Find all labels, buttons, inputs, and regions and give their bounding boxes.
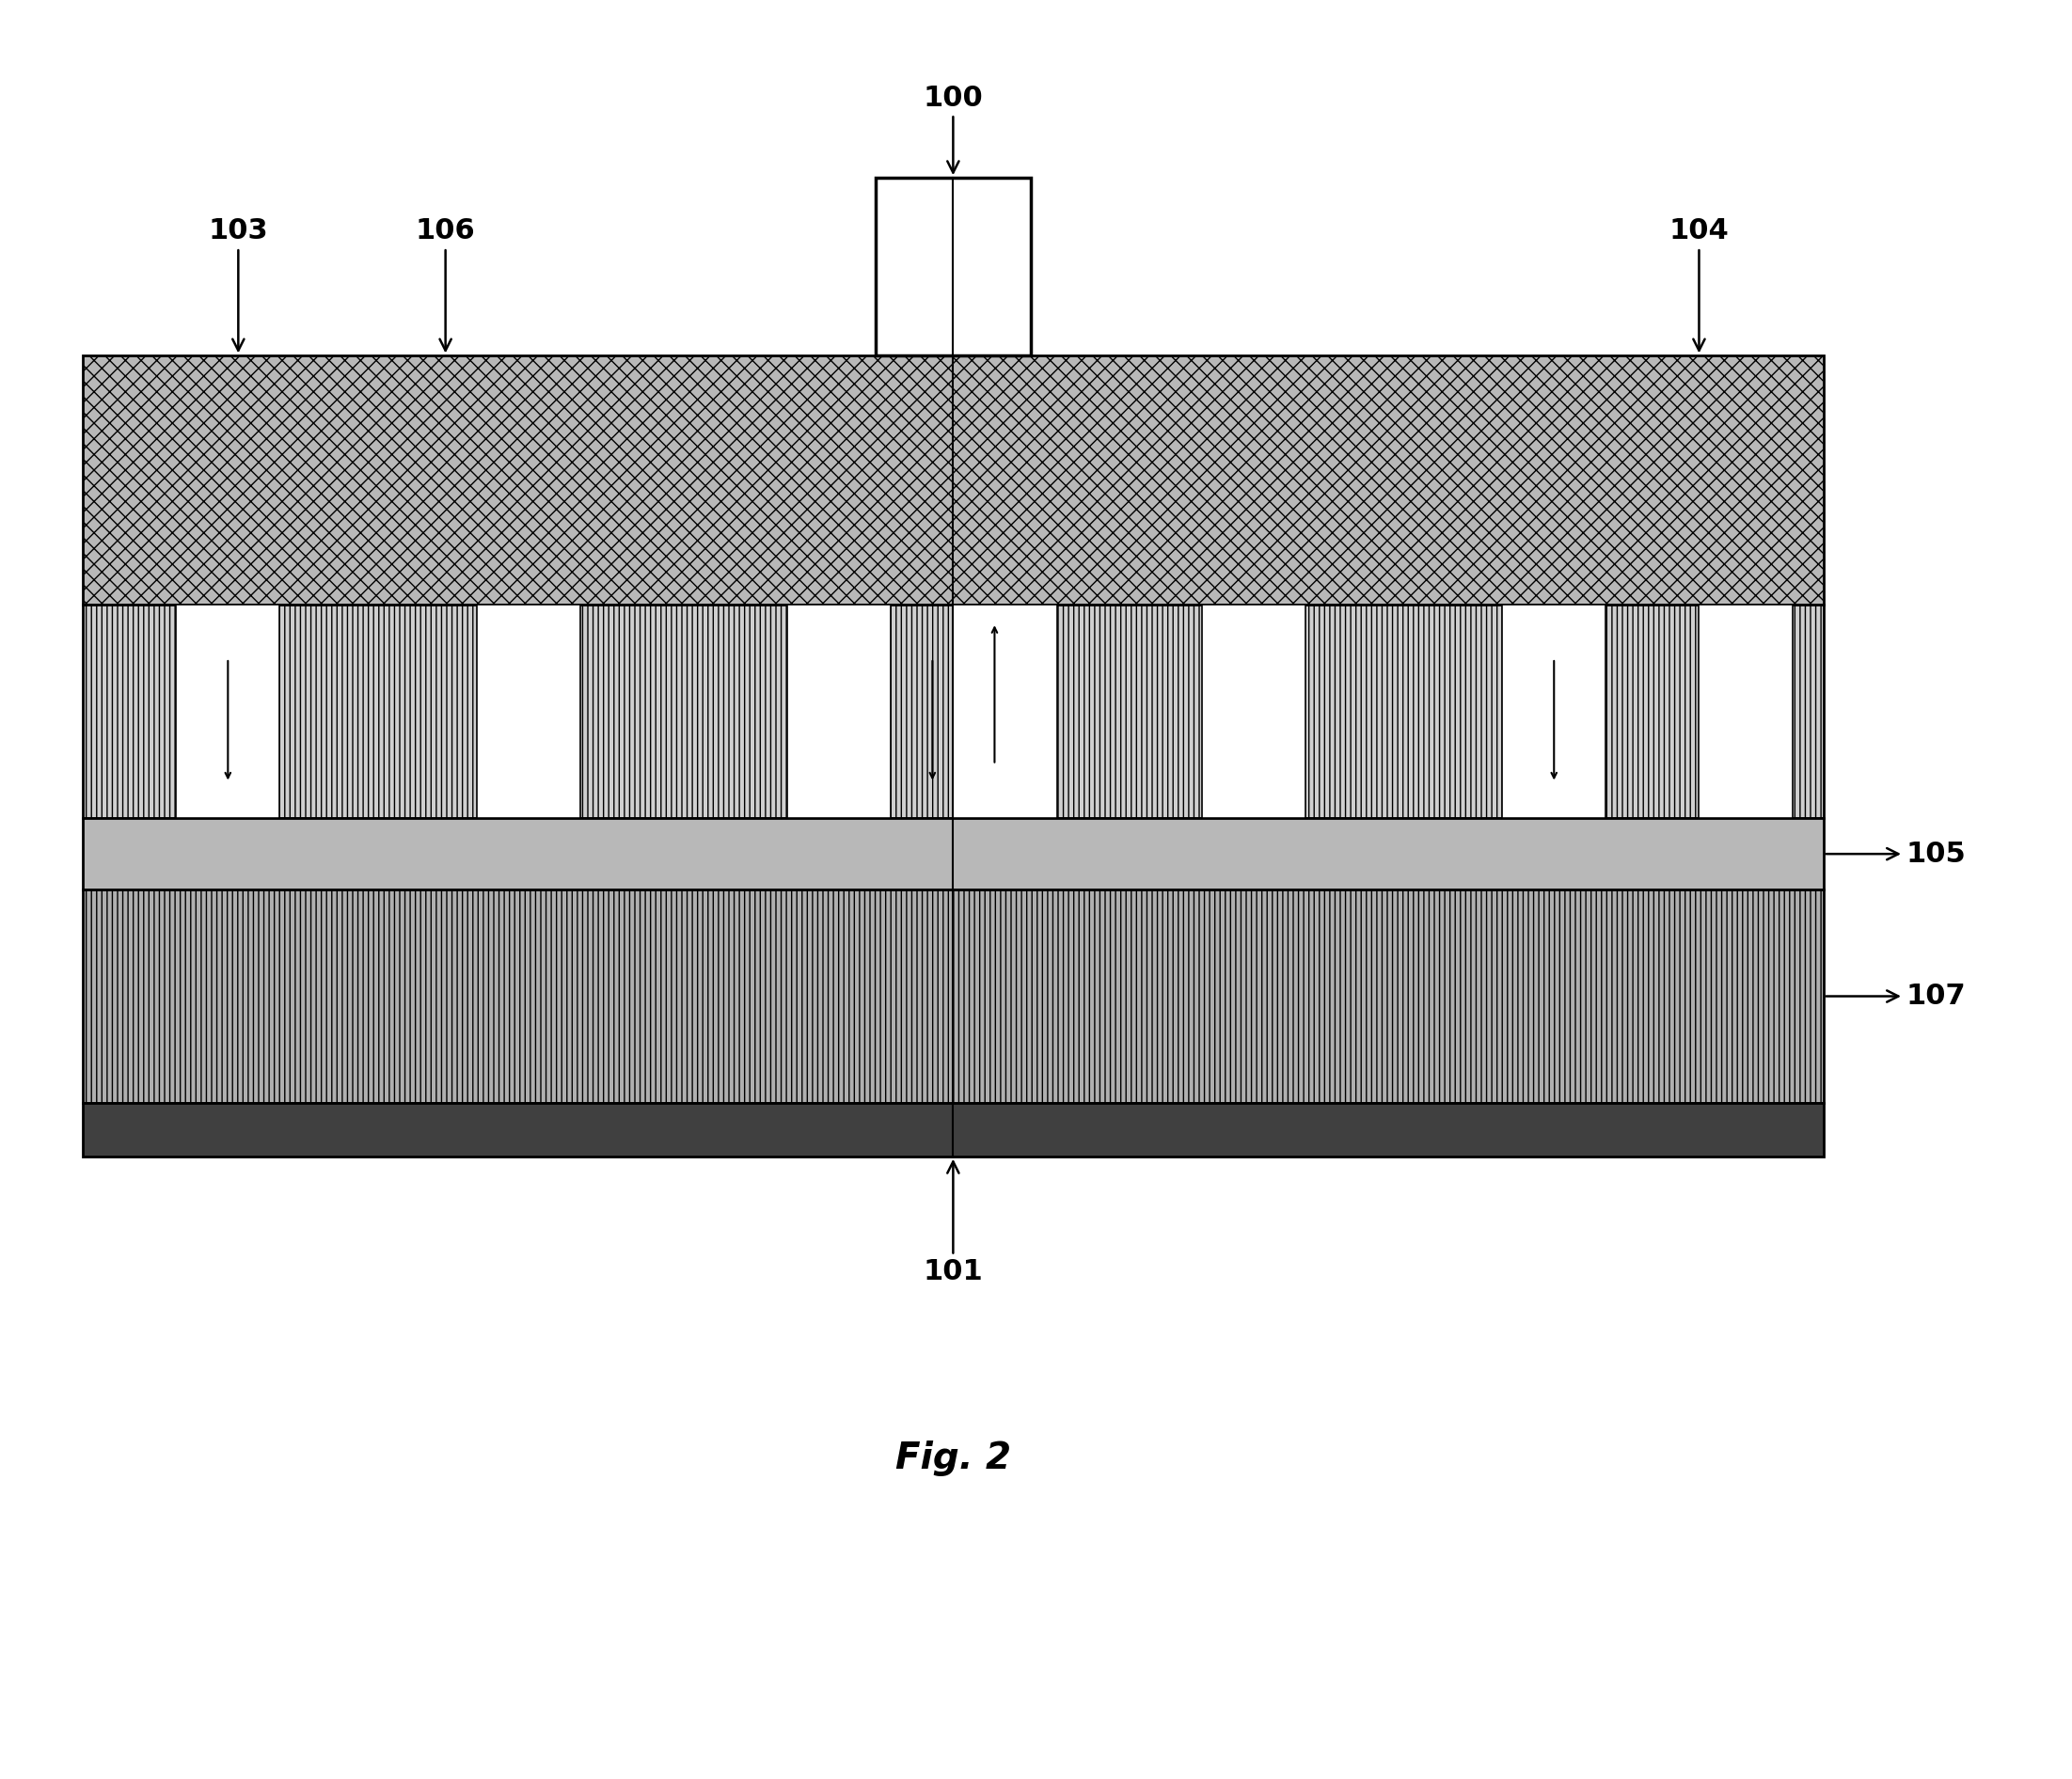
- Bar: [83, 356, 1823, 605]
- Bar: [787, 605, 891, 818]
- Text: 105: 105: [1825, 840, 1966, 868]
- Text: 100: 100: [924, 84, 982, 173]
- Bar: [953, 605, 1057, 818]
- Bar: [83, 818, 1823, 890]
- Text: 103: 103: [209, 217, 267, 350]
- Bar: [1502, 605, 1606, 818]
- Text: 104: 104: [1670, 217, 1728, 350]
- Bar: [83, 890, 1823, 1103]
- Bar: [176, 605, 280, 818]
- Bar: [477, 605, 580, 818]
- Text: 107: 107: [1825, 982, 1966, 1010]
- Text: 101: 101: [924, 1162, 982, 1286]
- Bar: [83, 1103, 1823, 1156]
- Bar: [1699, 605, 1792, 818]
- Text: Fig. 2: Fig. 2: [895, 1441, 1011, 1477]
- Text: 106: 106: [416, 217, 474, 350]
- Bar: [876, 178, 1030, 356]
- Bar: [1202, 605, 1305, 818]
- Bar: [83, 605, 1823, 818]
